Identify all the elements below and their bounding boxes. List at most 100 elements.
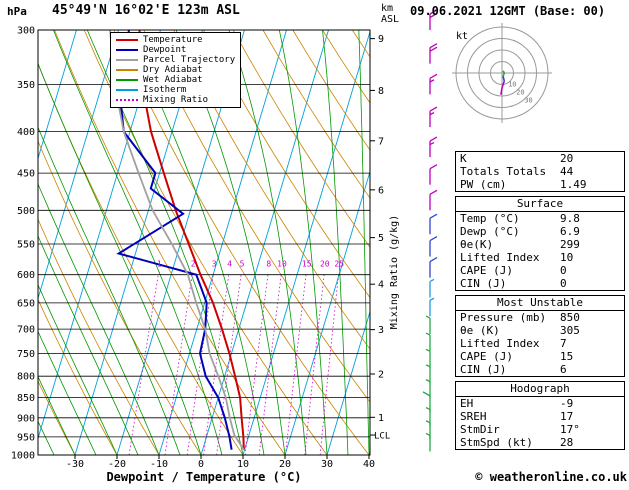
table-row: CAPE (J)15 — [456, 350, 624, 363]
legend-item: Mixing Ratio — [116, 95, 235, 105]
mixing-ratio-value: 2 — [191, 260, 196, 269]
copyright: © weatheronline.co.uk — [430, 470, 627, 484]
mixing-ratio-value: 25 — [334, 260, 344, 269]
legend-item-label: Dewpoint — [143, 45, 186, 55]
panel-section-title: Hodograph — [456, 382, 624, 397]
row-value: 17 — [560, 410, 624, 423]
row-label: SREH — [460, 410, 560, 423]
panel-section-title: Most Unstable — [456, 296, 624, 311]
mixing-ratio-value: 5 — [240, 260, 245, 269]
hodograph-ring-label: 10 — [508, 80, 516, 88]
pressure-tick-label: 500 — [17, 206, 35, 217]
pressure-tick-label: 750 — [17, 349, 35, 360]
pressure-tick-label: 350 — [17, 80, 35, 91]
pressure-tick-label: 400 — [17, 127, 35, 138]
row-value: 20 — [560, 152, 624, 165]
row-label: StmSpd (kt) — [460, 436, 560, 449]
legend-item-label: Isotherm — [143, 85, 186, 95]
wind-barb — [430, 214, 437, 234]
row-label: CIN (J) — [460, 277, 560, 290]
table-row: CIN (J)0 — [456, 277, 624, 290]
temperature-tick-label: -20 — [108, 459, 126, 470]
hodograph-unit-label: kt — [456, 31, 468, 42]
row-label: Dewp (°C) — [460, 225, 560, 238]
wind-barb — [430, 74, 437, 94]
row-label: Lifted Index — [460, 251, 560, 264]
wind-barb — [430, 165, 437, 185]
km-tick-label: 8 — [378, 86, 384, 97]
km-label: km — [381, 3, 399, 14]
km-tick-label: 6 — [378, 185, 384, 196]
wind-barb — [426, 316, 430, 334]
table-row: Pressure (mb)850 — [456, 311, 624, 324]
row-value: 15 — [560, 350, 624, 363]
temperature-tick-label: 0 — [198, 459, 204, 470]
row-label: EH — [460, 397, 560, 410]
hodograph-trace — [503, 71, 504, 77]
asl-label: ASL — [381, 14, 399, 25]
row-value: 299 — [560, 238, 624, 251]
row-label: CAPE (J) — [460, 264, 560, 277]
row-value: 305 — [560, 324, 624, 337]
legend-line-sample — [116, 69, 138, 71]
temperature-tick-label: 10 — [237, 459, 249, 470]
datetime-title: 09.06.2021 12GMT (Base: 00) — [410, 4, 605, 18]
table-row: CAPE (J)0 — [456, 264, 624, 277]
row-value: 9.8 — [560, 212, 624, 225]
mixing-ratio-axis-label: Mixing Ratio (g/kg) — [389, 215, 400, 329]
row-label: Pressure (mb) — [460, 311, 560, 324]
row-value: 28 — [560, 436, 624, 449]
mixing-ratio-value: 20 — [320, 260, 330, 269]
legend-item-label: Parcel Trajectory — [143, 55, 235, 65]
row-label: θe (K) — [460, 324, 560, 337]
row-label: Lifted Index — [460, 337, 560, 350]
row-value: 6 — [560, 363, 624, 376]
pressure-tick-label: 550 — [17, 240, 35, 251]
hodograph-ring-label: 20 — [516, 88, 524, 96]
row-value: 0 — [560, 277, 624, 290]
pressure-axis-labels: 3003504004505005506006507007508008509009… — [11, 26, 35, 462]
isotherm-line — [243, 30, 371, 455]
legend-item-label: Temperature — [143, 35, 203, 45]
km-tick-label: 2 — [378, 370, 384, 381]
row-label: PW (cm) — [460, 178, 560, 191]
row-value: 1.49 — [560, 178, 624, 191]
km-tick-label: 1 — [378, 413, 384, 424]
temperature-tick-label: -30 — [66, 459, 84, 470]
pressure-tick-label: 900 — [17, 413, 35, 424]
temperature-tick-label: -10 — [150, 459, 168, 470]
km-tick-label: 7 — [378, 136, 384, 147]
wind-barb — [430, 258, 437, 278]
pressure-tick-label: 300 — [17, 26, 35, 37]
legend-line-sample — [116, 99, 138, 101]
row-value: -9 — [560, 397, 624, 410]
table-row: θe (K)305 — [456, 324, 624, 337]
hodograph-ring-label: 30 — [524, 97, 532, 105]
legend-line-sample — [116, 39, 138, 41]
mixing-ratio-value: 8 — [266, 260, 271, 269]
wind-barb — [430, 298, 434, 316]
legend-line-sample — [116, 79, 138, 81]
wind-barb — [430, 237, 437, 257]
pressure-axis-unit: hPa — [7, 5, 27, 18]
row-label: K — [460, 152, 560, 165]
legend-item: Temperature — [116, 35, 235, 45]
temperature-tick-label: 30 — [321, 459, 333, 470]
hodograph-trace — [503, 77, 504, 82]
km-tick-label: 3 — [378, 325, 384, 336]
row-value: 44 — [560, 165, 624, 178]
mixing-ratio-value: 3 — [212, 260, 217, 269]
row-value: 7 — [560, 337, 624, 350]
legend-item: Dewpoint — [116, 45, 235, 55]
row-value: 850 — [560, 311, 624, 324]
